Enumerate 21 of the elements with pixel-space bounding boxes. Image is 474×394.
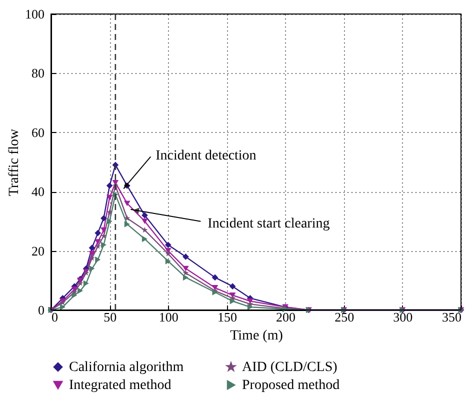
y-tick-label: 60 <box>32 124 44 140</box>
annotation: Incident start clearing <box>208 216 330 232</box>
x-tick-label: 350 <box>442 310 462 324</box>
y-tick-label: 80 <box>32 66 44 81</box>
x-axis-title: Time (m) <box>230 328 284 344</box>
legend-label: Integrated method <box>69 378 172 393</box>
legend-label: Proposed method <box>242 378 340 393</box>
y-tick-label: 100 <box>25 6 44 22</box>
annotation: Incident detection <box>156 148 256 164</box>
y-tick-label: 40 <box>32 184 44 200</box>
x-tick-label: 150 <box>217 310 237 324</box>
x-tick-label: 250 <box>334 310 354 324</box>
x-tick-label: 200 <box>276 310 296 324</box>
legend-label: AID (CLD/CLS) <box>242 360 338 375</box>
x-tick-label: 50 <box>104 310 117 324</box>
y-axis-title: Traffic flow <box>7 128 22 196</box>
legend-label: California algorithm <box>69 360 184 375</box>
x-tick-label: 0 <box>52 310 58 324</box>
x-tick-label: 100 <box>158 310 178 324</box>
x-tick-label: 300 <box>393 310 413 324</box>
y-tick-label: 20 <box>32 243 44 258</box>
